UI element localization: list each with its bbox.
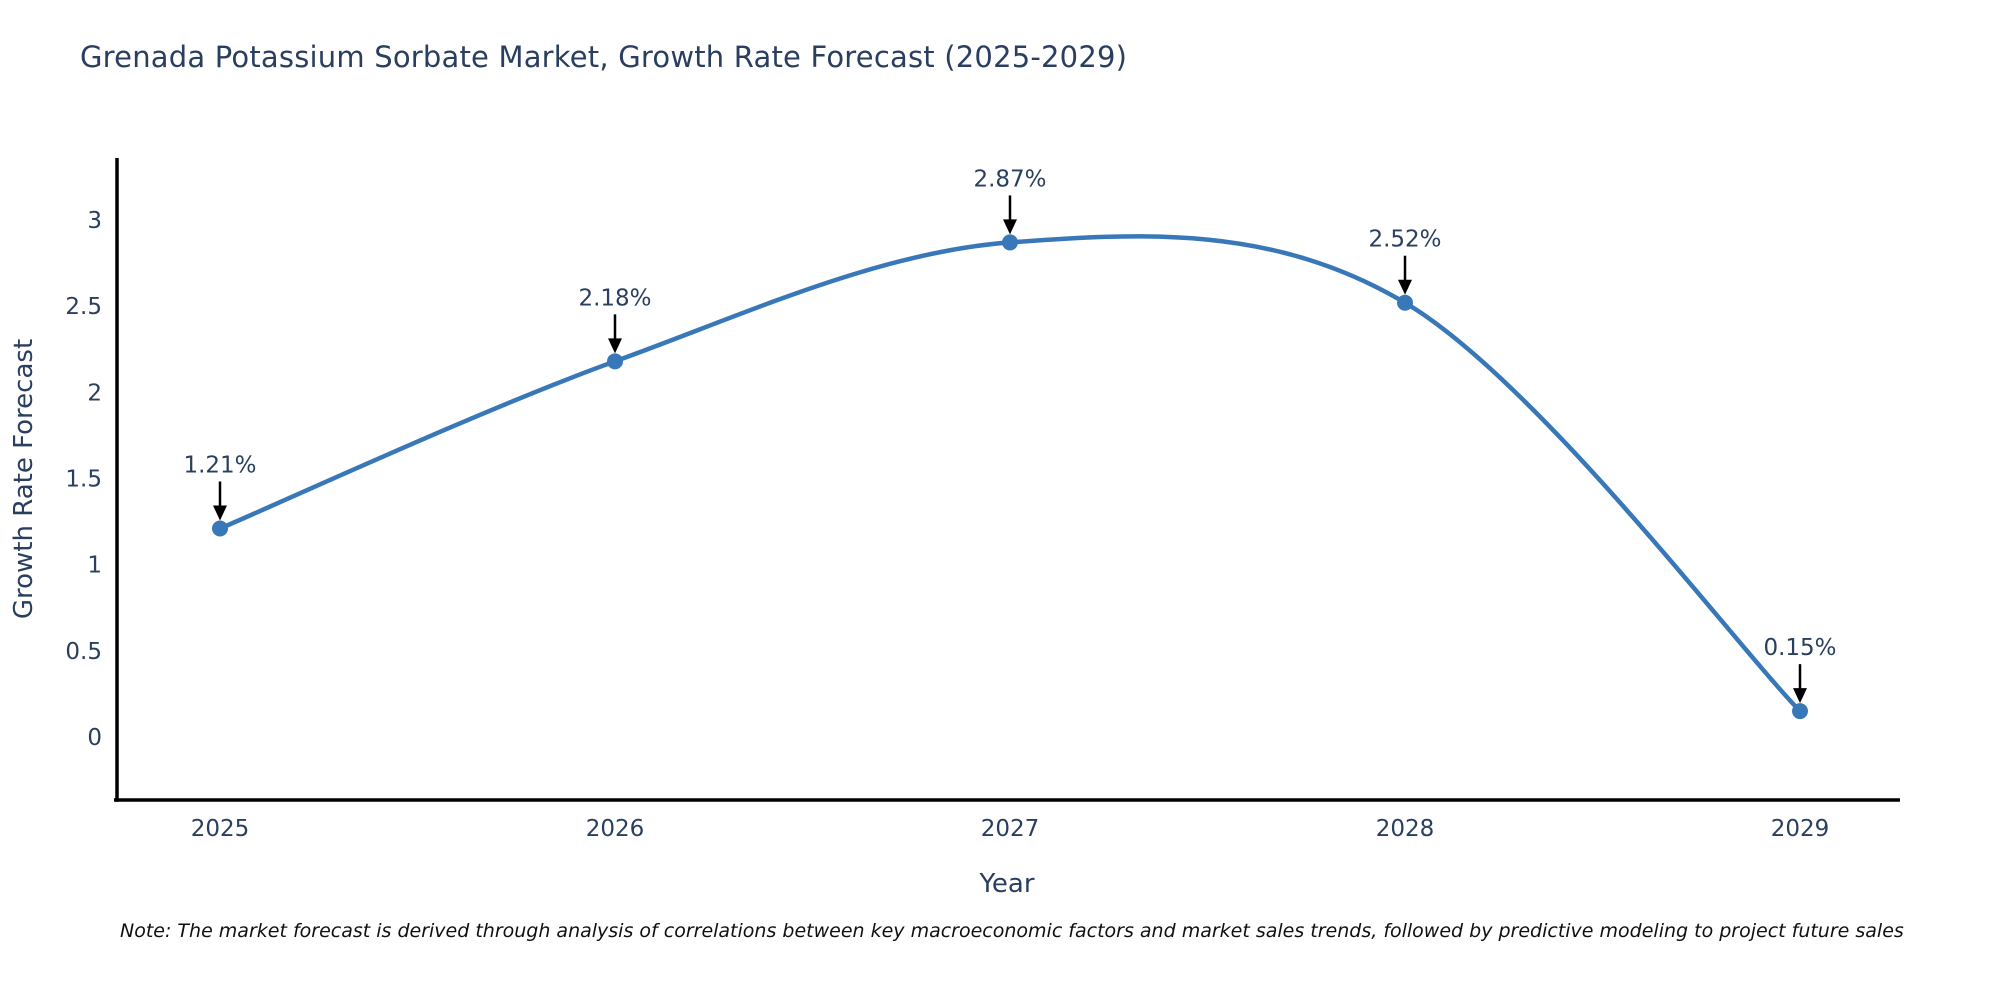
data-point-label: 1.21% <box>183 452 256 478</box>
y-tick-label: 0 <box>87 725 102 751</box>
annotation-arrowhead-icon <box>1398 279 1412 295</box>
x-tick-label: 2028 <box>1376 816 1435 842</box>
data-point-marker[interactable] <box>607 353 623 370</box>
data-point-marker[interactable] <box>1792 703 1808 720</box>
data-point-label: 2.18% <box>578 285 651 311</box>
y-tick-label: 3 <box>87 208 102 234</box>
x-tick-label: 2026 <box>586 816 645 842</box>
x-tick-label: 2029 <box>1771 816 1830 842</box>
y-tick-label: 0.5 <box>65 639 102 665</box>
y-axis-title: Growth Rate Forecast <box>9 339 39 619</box>
chart-note: Note: The market forecast is derived thr… <box>120 920 1904 942</box>
x-tick-label: 2027 <box>981 816 1040 842</box>
y-tick-label: 2 <box>87 380 102 406</box>
data-point-label: 0.15% <box>1763 635 1836 661</box>
chart-title: Grenada Potassium Sorbate Market, Growth… <box>80 40 1128 74</box>
y-tick-label: 2.5 <box>65 294 102 320</box>
x-axis-title: Year <box>978 869 1034 899</box>
data-point-label: 2.52% <box>1368 227 1441 253</box>
y-tick-label: 1.5 <box>65 467 102 493</box>
annotation-arrowhead-icon <box>608 338 622 354</box>
annotation-arrowhead-icon <box>1793 688 1807 704</box>
data-point-marker[interactable] <box>1397 294 1413 311</box>
x-tick-label: 2025 <box>191 816 250 842</box>
data-point-label: 2.87% <box>973 166 1046 192</box>
data-point-marker[interactable] <box>1002 234 1018 251</box>
annotation-arrowhead-icon <box>1003 219 1017 235</box>
annotation-arrowhead-icon <box>213 505 227 521</box>
forecast-line <box>217 234 1803 714</box>
data-point-marker[interactable] <box>212 520 228 537</box>
y-tick-label: 1 <box>87 553 102 579</box>
